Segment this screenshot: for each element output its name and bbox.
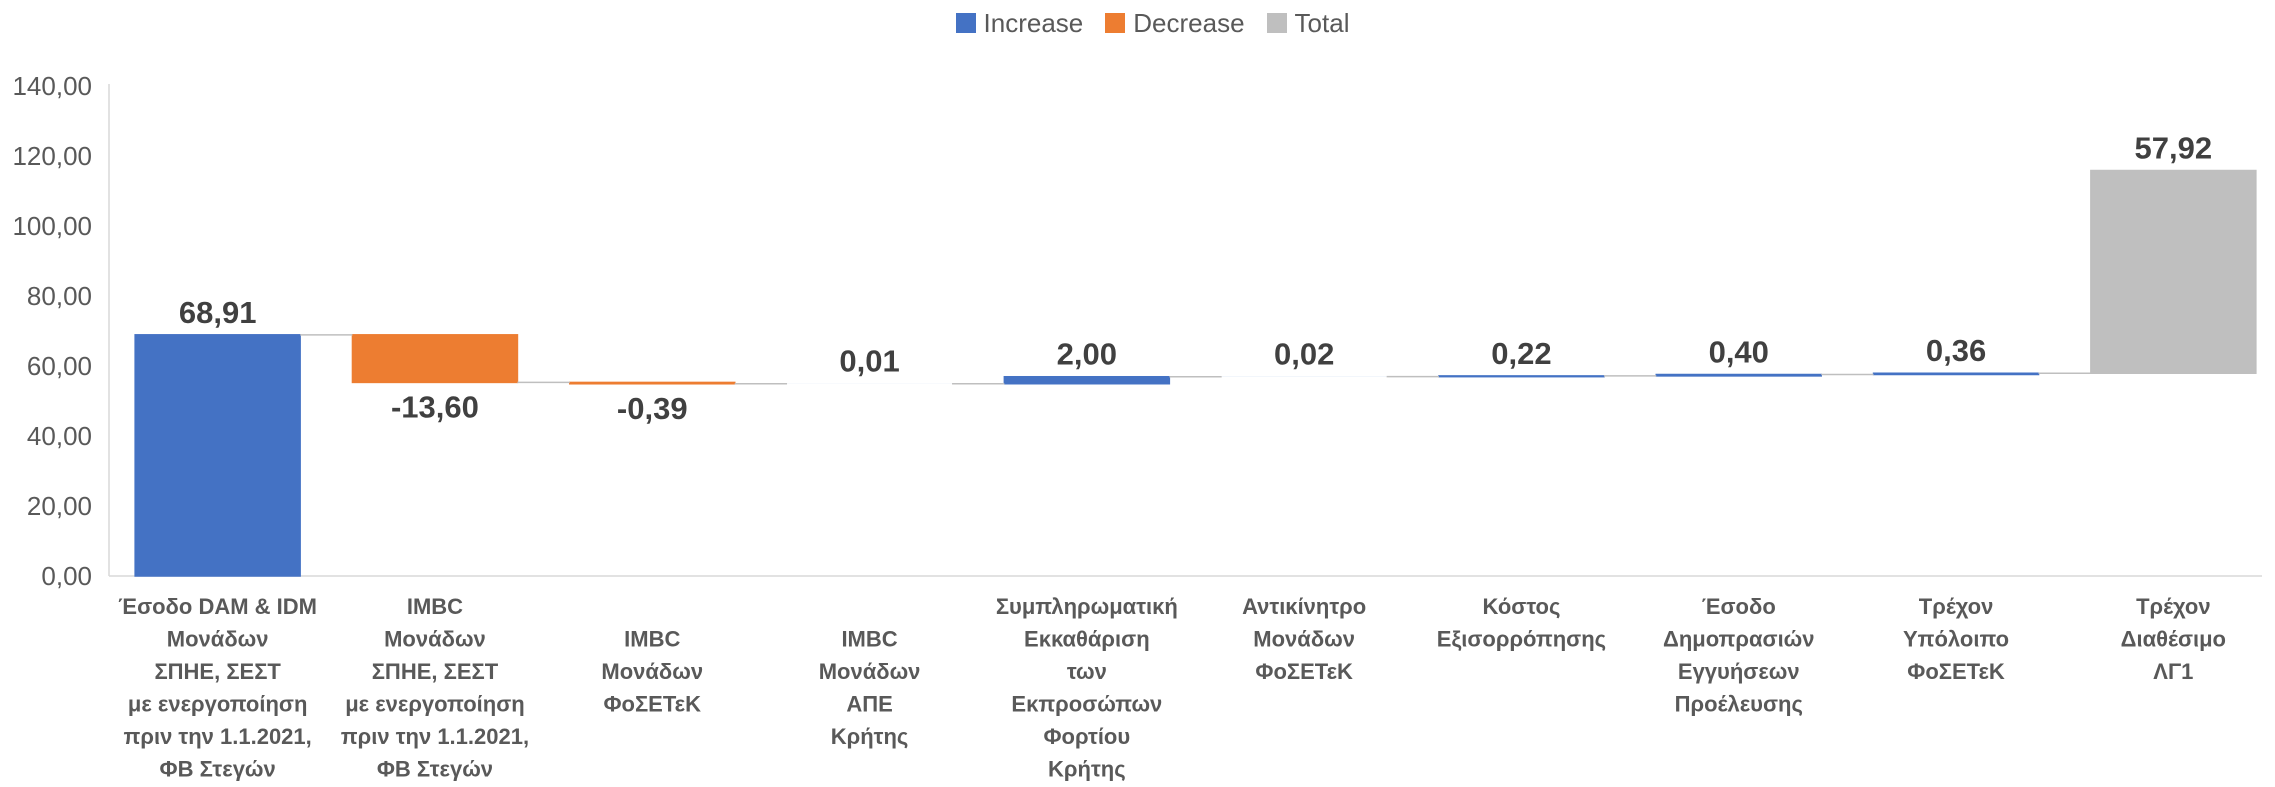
category-label: Έσοδο Δημοπρασιών Εγγυήσεων Προέλευσης [1663, 594, 1815, 717]
category-label-line: των [1067, 659, 1107, 684]
category-label-line: ΛΓ1 [2153, 659, 2193, 684]
increase-bar [1872, 372, 2040, 376]
category-label-line: με ενεργοποίηση [345, 692, 525, 717]
category-label: Κόστος Εξισορρόπησης [1437, 594, 1606, 652]
category-label: Αντικίνητρο Μονάδων ΦοΣΕΤεΚ [1242, 594, 1366, 684]
legend-label-total: Total [1294, 8, 1350, 38]
category-label: IMBC Μονάδων ΑΠΕ Κρήτης [819, 627, 921, 750]
category-label-line: IMBC [407, 594, 463, 619]
category-label: Συμπληρωματική Εκκαθάριση των Εκπροσώπων Φορ… [996, 594, 1178, 782]
category-label: Τρέχον Υπόλοιπο ΦοΣΕΤεΚ [1903, 594, 2009, 684]
chart-legend: Increase Decrease Total [0, 5, 2275, 41]
category-label-line: ΦοΣΕΤεΚ [603, 692, 701, 717]
category-label-line: Δημοπρασιών [1663, 627, 1815, 652]
data-label: 0,02 [1274, 337, 1334, 372]
category-label-line: Εκπροσώπων [1011, 692, 1162, 717]
category-label-line: Αντικίνητρο [1242, 594, 1366, 619]
y-tick-label: 60,00 [27, 351, 92, 381]
increase-bar [1655, 373, 1822, 377]
category-label-line: Φορτίου [1044, 724, 1131, 749]
legend-label-decrease: Decrease [1133, 8, 1245, 38]
category-label: Τρέχον Διαθέσιμο ΛΓ1 [2121, 594, 2226, 684]
data-label: 0,36 [1926, 333, 1986, 368]
y-tick-label: 120,00 [12, 141, 92, 171]
data-label: 68,91 [179, 295, 257, 330]
decrease-bar [351, 334, 519, 384]
category-label-line: Κόστος [1482, 594, 1560, 619]
category-label-line: Προέλευσης [1675, 692, 1803, 717]
legend-swatch-increase [955, 13, 976, 33]
category-label-line: Συμπληρωματική [996, 594, 1178, 619]
y-tick-label: 140,00 [12, 71, 92, 101]
category-label-line: Μονάδων [1253, 627, 1355, 652]
category-label: IMBC Μονάδων ΣΠΗΕ, ΣΕΣΤ με ενεργοποίηση πριν… [341, 594, 529, 782]
category-label: IMBC Μονάδων ΦοΣΕΤεΚ [601, 627, 703, 717]
category-label-line: ΑΠΕ [846, 692, 892, 717]
y-tick-label: 40,00 [27, 421, 92, 451]
category-label-line: IMBC [841, 627, 897, 652]
category-label-line: πριν την 1.1.2021, [341, 724, 529, 749]
decrease-bar [569, 381, 736, 385]
y-tick-label: 20,00 [27, 491, 92, 521]
increase-bar [1438, 375, 1605, 378]
category-label-line: Έσοδο [1702, 594, 1776, 619]
category-label-line: Τρέχον [2136, 594, 2211, 619]
category-label-line: Εξισορρόπησης [1437, 627, 1606, 652]
category-label: Έσοδο DAM & IDM Μονάδων ΣΠΗΕ, ΣΕΣΤ με ενεργ… [118, 594, 317, 782]
data-label: -13,60 [391, 389, 479, 424]
category-label-line: Κρήτης [831, 724, 909, 749]
category-label-line: Εκκαθάριση [1024, 627, 1150, 652]
data-label: 2,00 [1057, 337, 1117, 372]
category-label-line: Μονάδων [819, 659, 921, 684]
category-label-line: ΦΒ Στεγών [160, 757, 276, 782]
legend-swatch-total [1266, 13, 1287, 33]
legend-item-total: Total [1266, 5, 1350, 41]
legend-swatch-decrease [1105, 13, 1126, 33]
category-label-line: Μονάδων [167, 627, 269, 652]
legend-item-increase: Increase [955, 5, 1084, 41]
category-label-line: με ενεργοποίηση [128, 692, 308, 717]
category-label-line: Διαθέσιμο [2121, 627, 2226, 652]
data-label: 0,22 [1491, 336, 1551, 371]
category-label-line: Μονάδων [384, 627, 486, 652]
legend-label-increase: Increase [983, 8, 1084, 38]
category-label-line: Εγγυήσεων [1678, 659, 1800, 684]
category-label-line: ΦοΣΕΤεΚ [1907, 659, 2005, 684]
increase-bar [1003, 375, 1171, 385]
category-label-line: πριν την 1.1.2021, [124, 724, 312, 749]
data-label: -0,39 [617, 391, 688, 426]
category-label-line: Υπόλοιπο [1903, 627, 2009, 652]
category-label-line: ΦοΣΕΤεΚ [1255, 659, 1353, 684]
category-label-line: ΣΠΗΕ, ΣΕΣΤ [372, 659, 499, 684]
y-tick-label: 100,00 [12, 211, 92, 241]
total-bar [2090, 169, 2257, 374]
category-label-line: IMBC [624, 627, 680, 652]
legend-item-decrease: Decrease [1105, 5, 1245, 41]
data-label: 0,40 [1709, 335, 1769, 370]
category-label-line: Τρέχον [1919, 594, 1994, 619]
category-label-line: ΣΠΗΕ, ΣΕΣΤ [154, 659, 281, 684]
category-label-line: ΦΒ Στεγών [377, 757, 493, 782]
category-label-line: Έσοδο DAM & IDM [118, 594, 317, 619]
increase-bar [134, 334, 301, 577]
category-label-line: Μονάδων [601, 659, 703, 684]
data-label: 57,92 [2135, 131, 2213, 166]
category-label-line: Κρήτης [1048, 757, 1126, 782]
data-label: 0,01 [839, 344, 899, 379]
y-tick-label: 0,00 [41, 561, 92, 591]
y-tick-label: 80,00 [27, 281, 92, 311]
